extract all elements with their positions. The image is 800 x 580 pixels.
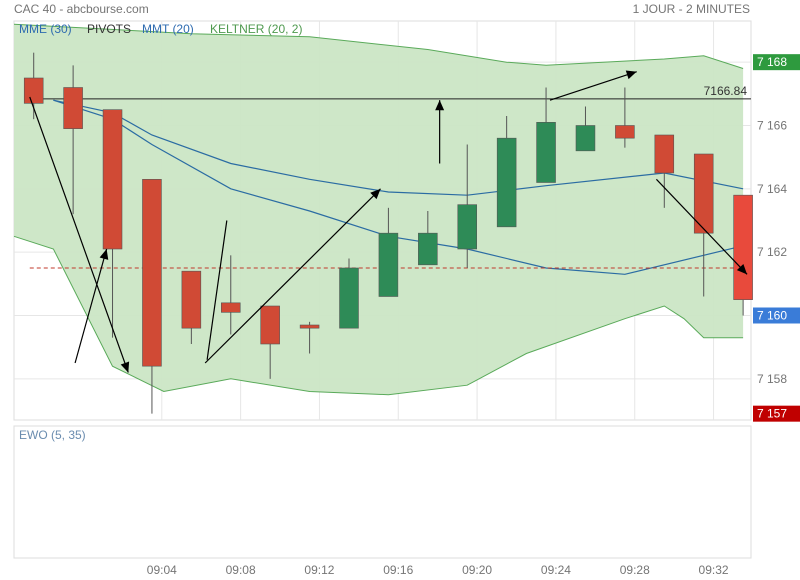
legend-pivots[interactable]: PIVOTS (87, 22, 132, 36)
pivot-label: 7166.84 (704, 84, 748, 98)
price-badge-label: 7 157 (757, 407, 787, 421)
y-axis: 7 158 7 160 7 162 7 164 7 166 7 168 (757, 55, 787, 386)
legend-mmt[interactable]: MMT (20) (142, 22, 194, 36)
candle-body (615, 125, 635, 139)
ewo-panel (13, 425, 752, 559)
mme-30-line (53, 99, 744, 196)
x-tick-label: 09:24 (541, 563, 571, 577)
trend-arrow-line (206, 220, 228, 360)
trend-arrow-head (370, 188, 381, 200)
candle-body (339, 267, 359, 329)
x-tick-label: 09:08 (226, 563, 256, 577)
candle-body (733, 194, 753, 300)
trend-arrow-head (435, 100, 445, 111)
trend-arrow-line (29, 96, 129, 373)
trend-arrow-head (99, 249, 109, 260)
legend-keltner[interactable]: KELTNER (20, 2) (210, 22, 303, 36)
x-tick-label: 09:20 (462, 563, 492, 577)
candle-body (457, 204, 477, 250)
candle-body (575, 125, 596, 152)
trend-arrows (29, 70, 748, 373)
candle-body (536, 122, 556, 183)
trend-arrow-line (549, 71, 637, 101)
x-tick-label: 09:32 (699, 563, 729, 577)
candle-body (102, 109, 123, 250)
y-tick-label: 7 162 (757, 245, 787, 259)
price-badges: 7 168 7 160 7 157 (753, 54, 800, 422)
price-badge-high (753, 54, 800, 71)
keltner-upper-line (13, 23, 744, 69)
candle-body (418, 232, 438, 266)
candles (23, 52, 753, 414)
chart-title: CAC 40 - abcbourse.com (14, 2, 149, 16)
y-tick-label: 7 164 (757, 182, 787, 196)
candle-body (23, 77, 44, 104)
candle-body (654, 134, 675, 174)
candle-body (181, 270, 202, 329)
candle-body (693, 153, 714, 234)
candle-body (260, 305, 280, 345)
price-badge-label: 7 160 (757, 309, 787, 323)
trend-arrow-head (625, 70, 637, 80)
y-tick-label: 7 166 (757, 119, 787, 133)
candle-body (496, 137, 517, 228)
ewo-panel-label: EWO (5, 35) (19, 428, 86, 442)
y-tick-label: 7 158 (757, 372, 787, 386)
x-axis: 09:04 09:08 09:12 09:16 09:20 09:24 09:28 09:32 (147, 563, 729, 577)
trend-arrow-line (655, 178, 748, 275)
chart-period: 1 JOUR - 2 MINUTES (632, 2, 750, 16)
candle-body (299, 324, 320, 329)
legend-mme[interactable]: MME (30) (19, 22, 72, 36)
trend-arrow-line (74, 248, 108, 364)
x-tick-label: 09:04 (147, 563, 177, 577)
trend-arrow-head (736, 263, 748, 275)
price-badge-low (753, 405, 800, 422)
x-tick-label: 09:12 (304, 563, 334, 577)
candle-body (221, 302, 241, 313)
candle-body (142, 179, 162, 367)
x-tick-label: 09:28 (620, 563, 650, 577)
price-badge-current (753, 307, 800, 324)
mmt-20-line (53, 99, 744, 275)
trend-arrow-head (120, 361, 130, 373)
x-tick-label: 09:16 (383, 563, 413, 577)
keltner-lower-line (13, 235, 744, 396)
candle-body (378, 232, 399, 297)
trend-arrow-line (204, 188, 381, 364)
candle-body (63, 87, 83, 129)
price-badge-label: 7 168 (757, 55, 787, 69)
